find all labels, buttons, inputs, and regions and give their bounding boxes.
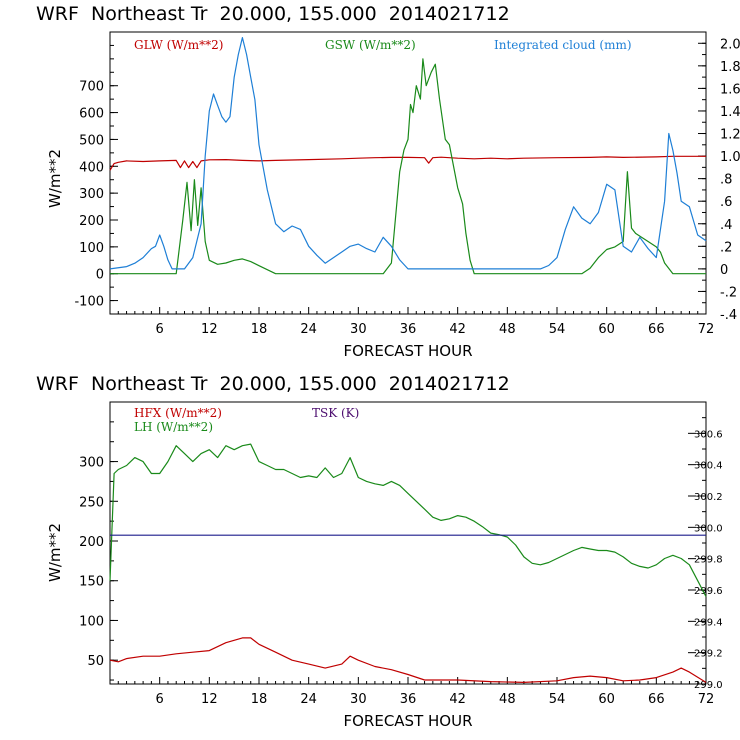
right-axis: 299.0 299.2 299.4 299.6 299.8 300.0 300.2 300.4… <box>688 401 723 691</box>
x-tick-label: 18 <box>251 692 268 707</box>
chart-title: WRF Northeast Tr 20.000, 155.000 2014021… <box>36 3 510 25</box>
left-axis: 50 100 150 200 250 300 <box>79 401 118 681</box>
x-tick-label: 30 <box>350 322 367 337</box>
x-tick-label: 54 <box>549 692 566 707</box>
x-tick-label: 48 <box>499 322 516 337</box>
left-axis: -100 0 100 200 300 400 500 600 700 <box>74 31 118 315</box>
y2-tick-label: -.4 <box>720 308 737 323</box>
series-line-gsw <box>110 58 706 275</box>
y2-tick-label: 1.6 <box>720 82 740 97</box>
y-tick-label: 0 <box>96 268 104 283</box>
y2-tick-label: 300.0 <box>694 523 723 534</box>
x-tick-label: 12 <box>201 692 218 707</box>
legend-glw: GLW (W/m**2) <box>134 38 223 52</box>
x-tick-label: 36 <box>400 692 417 707</box>
y2-tick-label: 299.2 <box>694 649 723 660</box>
chart-title: WRF Northeast Tr 20.000, 155.000 2014021… <box>36 373 510 395</box>
y2-tick-label: .2 <box>720 240 732 255</box>
y-tick-label: -100 <box>74 295 104 310</box>
chart-heat-flux: WRF Northeast Tr 20.000, 155.000 2014021… <box>36 373 723 730</box>
y-tick-label: 200 <box>79 535 104 550</box>
x-tick-label: 6 <box>156 692 164 707</box>
y-tick-label: 300 <box>79 187 104 202</box>
y2-tick-label: 299.0 <box>694 680 723 691</box>
series-line-integrated <box>109 36 707 270</box>
y-tick-label: 150 <box>79 575 104 590</box>
x-tick-label: 66 <box>648 692 665 707</box>
x-tick-label: 36 <box>400 322 417 337</box>
x-axis-label: FORECAST HOUR <box>343 712 472 730</box>
legend-gsw: GSW (W/m**2) <box>325 38 416 52</box>
x-tick-label: 42 <box>449 692 466 707</box>
y2-tick-label: .4 <box>720 218 732 233</box>
x-tick-label: 42 <box>449 322 466 337</box>
series-line-glw <box>109 155 706 171</box>
plot-frame <box>109 401 707 685</box>
series-line-hfx <box>109 637 707 684</box>
x-tick-label: 60 <box>598 322 615 337</box>
x-axis-label: FORECAST HOUR <box>343 342 472 360</box>
y-tick-label: 700 <box>79 80 104 95</box>
y-tick-label: 100 <box>79 614 104 629</box>
x-axis: 6 12 18 24 30 36 42 48 54 60 66 72 <box>109 677 715 707</box>
legend-lh: LH (W/m**2) <box>134 420 213 434</box>
y2-tick-label: 299.8 <box>694 555 723 566</box>
x-tick-label: 72 <box>698 692 715 707</box>
x-tick-label: 12 <box>201 322 218 337</box>
y-tick-label: 400 <box>79 160 104 175</box>
y2-tick-label: 300.6 <box>694 429 723 440</box>
x-tick-label: 30 <box>350 692 367 707</box>
x-tick-label: 60 <box>598 692 615 707</box>
x-tick-label: 6 <box>156 322 164 337</box>
legend-tsk: TSK (K) <box>312 406 359 420</box>
x-tick-label: 24 <box>300 692 317 707</box>
legend-cloud: Integrated cloud (mm) <box>494 38 632 52</box>
y-axis-label: W/m**2 <box>46 523 64 582</box>
x-tick-label: 24 <box>300 322 317 337</box>
y2-tick-label: .6 <box>720 195 732 210</box>
y2-tick-label: 0 <box>720 263 728 278</box>
y-tick-label: 500 <box>79 133 104 148</box>
chart-radiation-cloud: WRF Northeast Tr 20.000, 155.000 2014021… <box>36 3 740 360</box>
series-line-lh <box>109 443 707 597</box>
series-layer <box>109 36 707 275</box>
y2-tick-label: 300.2 <box>694 492 723 503</box>
y-axis-label: W/m**2 <box>46 149 64 208</box>
x-axis: 6 12 18 24 30 36 42 48 54 60 66 72 <box>109 307 715 337</box>
y2-tick-label: 300.4 <box>694 461 723 472</box>
y-tick-label: 300 <box>79 456 104 471</box>
y2-tick-label: 299.6 <box>694 586 723 597</box>
y2-tick-label: 2.0 <box>720 37 740 52</box>
y2-tick-label: 1.8 <box>720 60 740 75</box>
y2-tick-label: 1.2 <box>720 128 740 143</box>
x-tick-label: 66 <box>648 322 665 337</box>
y-tick-label: 50 <box>87 654 104 669</box>
plot-frame <box>109 31 707 315</box>
x-tick-label: 72 <box>698 322 715 337</box>
y-tick-label: 100 <box>79 241 104 256</box>
right-axis: -.4 -.2 0 .2 .4 .6 .8 1.0 1.2 1.4 1.6 1.8 2.0 <box>698 31 740 323</box>
legend-hfx: HFX (W/m**2) <box>134 406 222 420</box>
series-layer <box>109 443 707 684</box>
y2-tick-label: 299.4 <box>694 617 723 628</box>
x-tick-label: 48 <box>499 692 516 707</box>
y2-tick-label: -.2 <box>720 285 737 300</box>
y-tick-label: 600 <box>79 107 104 122</box>
y-tick-label: 250 <box>79 495 104 510</box>
y2-tick-label: 1.0 <box>720 150 740 165</box>
y2-tick-label: 1.4 <box>720 105 740 120</box>
y-tick-label: 200 <box>79 214 104 229</box>
y2-tick-label: .8 <box>720 173 732 188</box>
x-tick-label: 54 <box>549 322 566 337</box>
x-tick-label: 18 <box>251 322 268 337</box>
